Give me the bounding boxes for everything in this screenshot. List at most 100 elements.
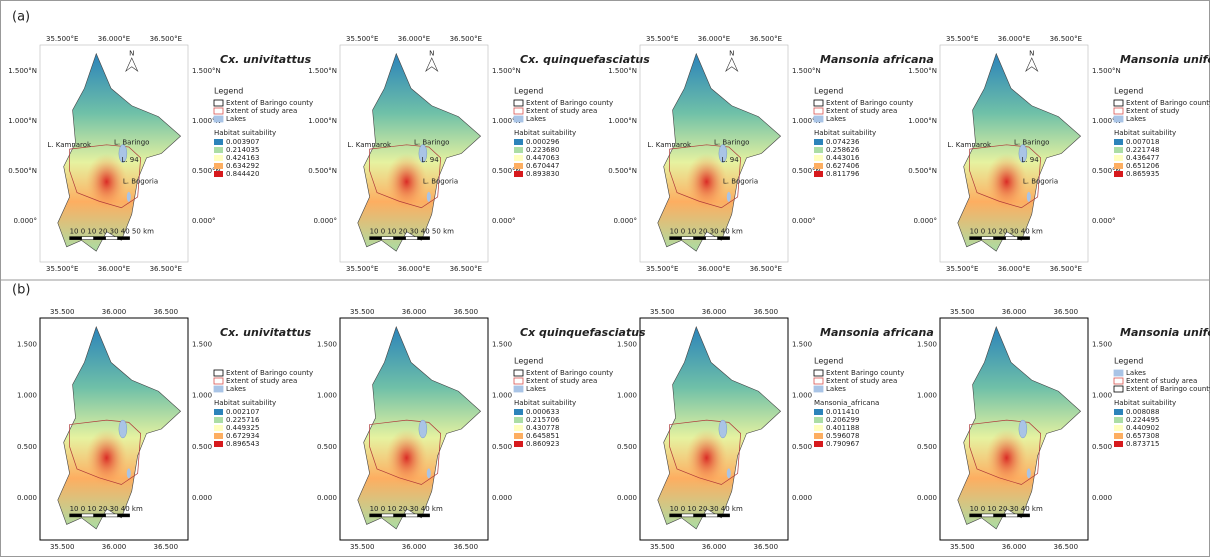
scale-bar-segment [94, 237, 106, 240]
legend-label: Extent of study [1126, 107, 1179, 115]
scale-value: 0.627406 [826, 162, 860, 170]
scale-value: 0.003907 [226, 138, 259, 146]
scale-value: 0.893830 [526, 170, 559, 178]
place-label: L. Kamnarok [347, 141, 392, 149]
y-label-left: 1.500 [17, 341, 37, 349]
y-label-left: 0.500 [17, 443, 37, 451]
north-arrow [126, 58, 138, 71]
scale-swatch [214, 147, 223, 153]
legend-label: Extent of Baringo county [526, 99, 613, 107]
legend-label: Extent of Baringo county [226, 369, 313, 377]
legend-swatch [1114, 386, 1123, 392]
lake [127, 468, 131, 478]
north-label: N [1029, 50, 1034, 58]
scale-swatch [514, 441, 523, 447]
x-label-bottom: 35.500 [950, 543, 975, 551]
legend-title: Legend [1114, 87, 1143, 96]
scale-swatch [514, 163, 523, 169]
scale-value: 0.223680 [526, 146, 559, 154]
place-label: L. Baringo [414, 139, 449, 147]
scale-bar-segment [418, 237, 430, 240]
scale-bar-segment [1018, 514, 1030, 517]
x-label-top: 36.500°E [450, 35, 482, 43]
scale-bar-segment [970, 237, 982, 240]
y-label-right: 1.000 [492, 392, 512, 400]
place-label: L. Baringo [114, 139, 149, 147]
y-label-left: 0.500°N [8, 167, 37, 175]
scale-bar-label: 10 0 10 20 30 40 km [70, 505, 143, 513]
scale-bar-segment [394, 514, 406, 517]
legend-label: Extent of Baringo county [526, 369, 613, 377]
place-label: L. Bogoria [123, 178, 158, 186]
scale-value: 0.430778 [526, 424, 559, 432]
y-label-right: 1.500°N [792, 67, 821, 75]
x-label-top: 36.000 [402, 308, 427, 316]
x-label-bottom: 36.500°E [750, 265, 782, 273]
x-label-top: 35.500°E [646, 35, 678, 43]
scale-bar-segment [1006, 514, 1018, 517]
scale-swatch [1114, 433, 1123, 439]
y-label-right: 1.500°N [492, 67, 521, 75]
scale-bar-segment [706, 237, 718, 240]
scale-value: 0.215706 [526, 416, 560, 424]
y-label-left: 1.500 [617, 341, 637, 349]
place-label: L. 94 [721, 156, 739, 164]
scale-value: 0.206299 [826, 416, 859, 424]
lake [427, 468, 431, 478]
y-label-left: 1.500°N [608, 67, 637, 75]
scale-value: 0.860923 [526, 440, 559, 448]
scale-swatch [1114, 171, 1123, 177]
x-label-bottom: 35.500 [650, 543, 675, 551]
scale-title: Habitat suitability [214, 399, 276, 407]
legend-title: Legend [814, 87, 843, 96]
legend-label: Extent of Baringo county [226, 99, 313, 107]
scale-bar-segment [394, 237, 406, 240]
y-label-left: 1.000°N [308, 117, 337, 125]
x-label-top: 36.500 [454, 308, 479, 316]
scale-swatch [814, 147, 823, 153]
y-label-right: 1.500°N [192, 67, 221, 75]
y-label-left: 0.500°N [608, 167, 637, 175]
scale-value: 0.657308 [1126, 432, 1159, 440]
legend-title: Legend [814, 357, 843, 366]
scale-bar-label: 10 0 10 20 30 40 km [370, 505, 443, 513]
y-label-left: 0.000° [913, 217, 937, 225]
high-suitability-area [986, 429, 1027, 487]
scale-title: Habitat suitability [214, 129, 276, 137]
x-label-bottom: 35.500°E [346, 265, 378, 273]
scale-swatch [214, 433, 223, 439]
scale-value: 0.645851 [526, 432, 559, 440]
place-label: L. Kamnarok [47, 141, 92, 149]
scale-swatch [814, 441, 823, 447]
x-label-top: 36.000°E [998, 35, 1030, 43]
scale-bar-segment [418, 514, 430, 517]
north-arrow [426, 58, 438, 71]
row-label: (a) [12, 10, 30, 25]
scale-value: 0.424163 [226, 154, 259, 162]
y-label-left: 0.000° [313, 217, 337, 225]
scale-swatch [214, 441, 223, 447]
scale-swatch [214, 139, 223, 145]
x-label-top: 36.000 [102, 308, 127, 316]
scale-bar-segment [982, 514, 994, 517]
scale-swatch [214, 409, 223, 415]
y-label-left: 0.000° [13, 217, 37, 225]
scale-bar-segment [370, 237, 382, 240]
scale-title: Habitat suitability [1114, 399, 1176, 407]
legend-title: Legend [214, 87, 243, 96]
y-label-right: 1.500 [792, 341, 812, 349]
legend-swatch [814, 378, 823, 384]
y-label-left: 0.500°N [308, 167, 337, 175]
lake [1027, 468, 1031, 478]
scale-value: 0.811796 [826, 170, 860, 178]
legend-swatch [1114, 378, 1123, 384]
scale-swatch [514, 409, 523, 415]
scale-swatch [814, 163, 823, 169]
scale-value: 0.443016 [826, 154, 860, 162]
scale-swatch [214, 155, 223, 161]
scale-bar-segment [82, 514, 94, 517]
x-label-bottom: 36.500 [1054, 543, 1079, 551]
scale-swatch [1114, 417, 1123, 423]
scale-value: 0.000296 [526, 138, 560, 146]
y-label-left: 1.000°N [8, 117, 37, 125]
